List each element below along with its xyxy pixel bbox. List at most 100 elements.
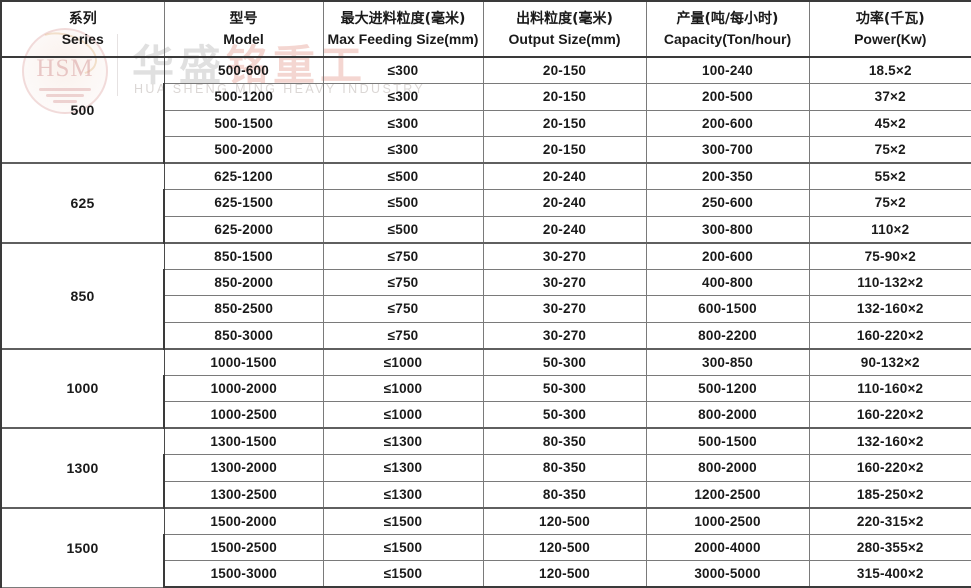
cell-series: 1000 — [0, 347, 165, 429]
cell-capacity: 200-600 — [645, 109, 810, 137]
table-row: 1300-2500 ≤1300 80-350 1200-2500 185-250×2 — [1, 480, 971, 508]
cell-output-size: 120-500 — [482, 533, 647, 561]
cell-model: 1500-2500 — [163, 533, 324, 561]
cell-model: 500-600 — [163, 57, 324, 84]
table-row: 1300 1300-1500 ≤1300 80-350 500-1500 132-160×… — [0, 427, 971, 508]
cell-max-feeding-size: ≤500 — [322, 189, 484, 217]
column-header-model-en: Model — [223, 31, 264, 47]
table-row: 1300-2000 ≤1300 80-350 800-2000 160-220×2 — [1, 454, 971, 482]
cell-capacity: 300-700 — [645, 136, 810, 164]
cell-capacity: 800-2000 — [645, 401, 810, 429]
cell-max-feeding-size: ≤1500 — [322, 506, 484, 535]
cell-capacity: 300-800 — [645, 215, 810, 243]
cell-capacity: 800-2200 — [645, 321, 810, 349]
cell-power: 110-132×2 — [808, 268, 971, 296]
cell-model: 1500-2000 — [163, 506, 324, 535]
cell-max-feeding-size: ≤1300 — [322, 454, 484, 482]
cell-model: 1000-1500 — [163, 347, 324, 376]
cell-capacity: 500-1500 — [645, 427, 810, 455]
cell-series: 500 — [0, 57, 165, 164]
cell-output-size: 30-270 — [482, 241, 647, 270]
table-row: 625-1500 ≤500 20-240 250-600 75×2 — [1, 189, 971, 217]
cell-model: 850-2500 — [163, 295, 324, 323]
column-header-series: 系列 Series — [0, 0, 165, 58]
cell-output-size: 30-270 — [482, 268, 647, 296]
table-row: 1500-3000 ≤1500 120-500 3000-5000 315-400×2 — [1, 560, 971, 588]
cell-power: 75-90×2 — [808, 241, 971, 270]
cell-max-feeding-size: ≤1300 — [322, 480, 484, 508]
cell-output-size: 50-300 — [482, 374, 647, 402]
table-row: 500-2000 ≤300 20-150 300-700 75×2 — [1, 136, 971, 164]
cell-model: 500-2000 — [163, 136, 324, 164]
cell-model: 625-2000 — [163, 215, 324, 243]
cell-capacity: 600-1500 — [645, 295, 810, 323]
cell-capacity: 500-1200 — [645, 374, 810, 402]
cell-max-feeding-size: ≤500 — [322, 162, 484, 190]
cell-power: 280-355×2 — [808, 533, 971, 561]
table-row: 850 850-1500 ≤750 30-270 200-600 75-90×2 — [0, 241, 971, 349]
cell-capacity: 800-2000 — [645, 454, 810, 482]
cell-capacity: 200-350 — [645, 162, 810, 190]
table-row: 625 625-1200 ≤500 20-240 200-350 55×2 — [0, 162, 971, 243]
cell-output-size: 120-500 — [482, 506, 647, 535]
cell-output-size: 50-300 — [482, 347, 647, 376]
cell-output-size: 20-150 — [482, 109, 647, 137]
cell-power: 55×2 — [808, 162, 971, 190]
column-header-max-feeding-size-cn: 最大进料粒度(毫米) — [340, 10, 466, 27]
cell-output-size: 20-240 — [482, 215, 647, 243]
cell-model: 500-1200 — [163, 83, 324, 111]
table-row: 625-2000 ≤500 20-240 300-800 110×2 — [1, 215, 971, 243]
cell-power: 18.5×2 — [808, 57, 971, 84]
cell-max-feeding-size: ≤1500 — [322, 560, 484, 588]
cell-output-size: 20-240 — [482, 189, 647, 217]
cell-max-feeding-size: ≤300 — [322, 57, 484, 84]
column-header-output-size-en: Output Size(mm) — [508, 31, 621, 47]
cell-model: 1300-2000 — [163, 454, 324, 482]
column-header-capacity-cn: 产量(吨/每小时) — [676, 10, 779, 27]
cell-max-feeding-size: ≤1300 — [322, 427, 484, 455]
cell-capacity: 1000-2500 — [645, 506, 810, 535]
cell-power: 132-160×2 — [808, 295, 971, 323]
cell-model: 1000-2000 — [163, 374, 324, 402]
cell-max-feeding-size: ≤1000 — [322, 401, 484, 429]
cell-model: 850-2000 — [163, 268, 324, 296]
cell-power: 132-160×2 — [808, 427, 971, 455]
column-header-series-en: Series — [61, 31, 104, 47]
column-header-model: 型号 Model — [163, 0, 324, 58]
cell-max-feeding-size: ≤750 — [322, 241, 484, 270]
cell-power: 110-160×2 — [808, 374, 971, 402]
table-row: 1000 1000-1500 ≤1000 50-300 300-850 90-132×2 — [0, 347, 971, 429]
cell-max-feeding-size: ≤300 — [322, 136, 484, 164]
column-header-max-feeding-size-en: Max Feeding Size(mm) — [327, 31, 479, 47]
table-row: 1000-2500 ≤1000 50-300 800-2000 160-220×2 — [1, 401, 971, 429]
cell-power: 160-220×2 — [808, 321, 971, 349]
cell-model: 625-1500 — [163, 189, 324, 217]
cell-output-size: 80-350 — [482, 427, 647, 455]
cell-capacity: 300-850 — [645, 347, 810, 376]
cell-model: 1300-2500 — [163, 480, 324, 508]
cell-capacity: 200-600 — [645, 241, 810, 270]
cell-capacity: 100-240 — [645, 57, 810, 84]
cell-power: 45×2 — [808, 109, 971, 137]
cell-model: 850-1500 — [163, 241, 324, 270]
column-header-series-cn: 系列 — [68, 10, 97, 27]
column-header-capacity-en: Capacity(Ton/hour) — [663, 31, 792, 47]
cell-power: 160-220×2 — [808, 401, 971, 429]
cell-model: 850-3000 — [163, 321, 324, 349]
column-header-output-size: 出料粒度(毫米) Output Size(mm) — [482, 0, 647, 58]
cell-max-feeding-size: ≤1000 — [322, 374, 484, 402]
column-header-power-en: Power(Kw) — [854, 31, 927, 47]
cell-output-size: 120-500 — [482, 560, 647, 588]
cell-max-feeding-size: ≤300 — [322, 109, 484, 137]
column-header-power-cn: 功率(千瓦) — [855, 10, 925, 27]
cell-output-size: 30-270 — [482, 321, 647, 349]
cell-max-feeding-size: ≤1500 — [322, 533, 484, 561]
cell-model: 500-1500 — [163, 109, 324, 137]
cell-output-size: 20-150 — [482, 136, 647, 164]
cell-model: 1000-2500 — [163, 401, 324, 429]
cell-model: 1500-3000 — [163, 560, 324, 588]
cell-power: 185-250×2 — [808, 480, 971, 508]
cell-power: 220-315×2 — [808, 506, 971, 535]
cell-max-feeding-size: ≤1000 — [322, 347, 484, 376]
